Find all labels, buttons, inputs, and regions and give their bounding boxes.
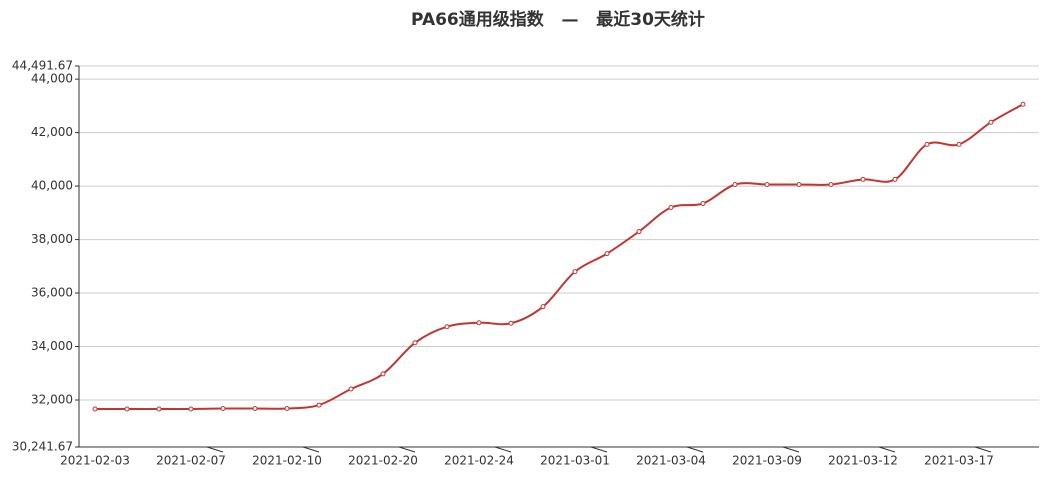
y-tick-label: 40,000 — [31, 179, 73, 193]
y-tick-label: 44,491.67 — [12, 59, 73, 73]
y-tick-label: 36,000 — [31, 286, 73, 300]
x-tick — [206, 446, 224, 453]
x-tick-label: 2021-03-01 — [540, 454, 610, 468]
x-tick — [974, 446, 992, 453]
x-tick-label: 2021-02-03 — [60, 454, 130, 468]
chart-title: PA66通用级指数 — 最近30天统计 — [411, 9, 705, 30]
point — [796, 181, 802, 187]
point — [988, 119, 994, 125]
point — [220, 406, 226, 412]
x-tick — [782, 446, 800, 453]
x-tick-label: 2021-02-07 — [156, 454, 226, 468]
point — [412, 340, 418, 346]
point — [348, 386, 354, 392]
y-tick-label: 34,000 — [31, 339, 73, 353]
x-tick — [302, 446, 320, 453]
point — [444, 324, 450, 330]
point — [252, 406, 258, 412]
y-tick-label: 32,000 — [31, 392, 73, 406]
point — [476, 320, 482, 326]
point — [540, 304, 546, 310]
point — [316, 402, 322, 408]
point — [284, 406, 290, 412]
point — [892, 176, 898, 182]
point — [764, 181, 770, 187]
y-tick-label: 44,000 — [31, 72, 73, 86]
point — [124, 406, 130, 412]
x-tick — [878, 446, 896, 453]
point — [1020, 101, 1026, 107]
x-tick — [494, 446, 512, 453]
x-tick-label: 2021-03-17 — [924, 454, 994, 468]
point — [604, 251, 610, 257]
x-tick-label: 2021-02-10 — [252, 454, 322, 468]
x-tick — [398, 446, 416, 453]
point — [732, 181, 738, 187]
x-tick-label: 2021-03-09 — [732, 454, 802, 468]
point — [700, 200, 706, 206]
point — [156, 406, 162, 412]
y-tick-label: 30,241.67 — [12, 440, 73, 454]
point — [668, 204, 674, 210]
point — [828, 181, 834, 187]
point — [572, 269, 578, 275]
point — [956, 141, 962, 147]
y-tick-label: 38,000 — [31, 232, 73, 246]
point — [636, 229, 642, 235]
point — [380, 371, 386, 377]
point — [860, 176, 866, 182]
x-tick-label: 2021-03-04 — [636, 454, 706, 468]
x-tick — [686, 446, 704, 453]
x-tick — [590, 446, 608, 453]
y-tick-label: 42,000 — [31, 125, 73, 139]
x-tick-label: 2021-02-20 — [348, 454, 418, 468]
x-tick-label: 2021-02-24 — [444, 454, 514, 468]
line — [94, 103, 1024, 411]
point — [92, 406, 98, 412]
point — [924, 141, 930, 147]
point — [188, 406, 194, 412]
point — [508, 320, 514, 326]
x-tick-label: 2021-03-12 — [828, 454, 898, 468]
